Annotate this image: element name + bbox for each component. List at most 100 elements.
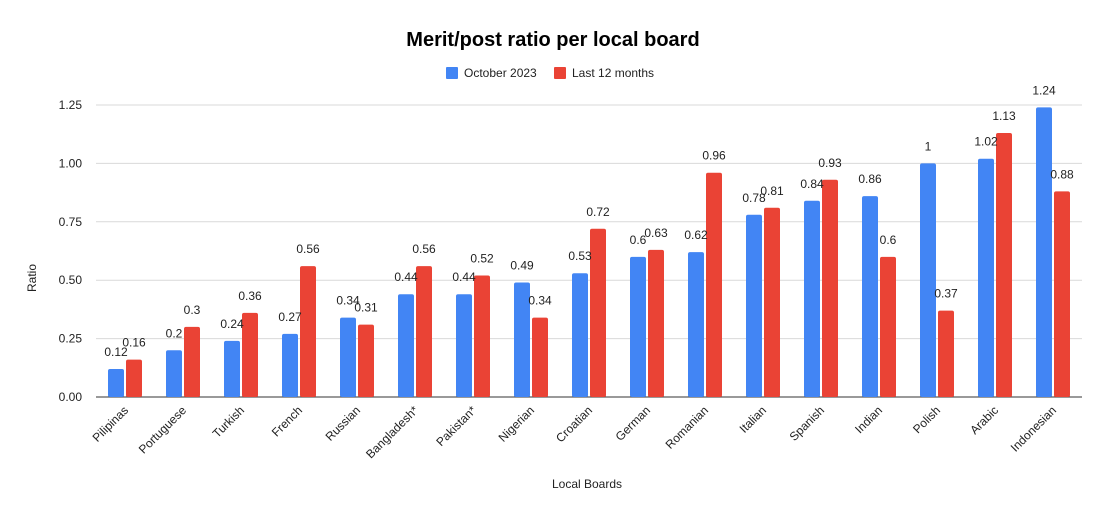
x-tick-label: Pilipinas (90, 403, 132, 445)
x-tick-label: Nigerian (496, 403, 538, 445)
data-label: 0.81 (760, 184, 784, 198)
legend-swatch (446, 67, 458, 79)
bar (242, 312, 258, 397)
bar (126, 359, 142, 397)
data-label: 0.86 (858, 172, 882, 186)
bar (184, 326, 200, 397)
data-label: 0.16 (122, 336, 146, 350)
data-label: 0.49 (510, 259, 534, 273)
gridlines (96, 104, 1082, 398)
x-tick-label: Russian (323, 403, 364, 444)
data-label: 0.27 (278, 310, 302, 324)
x-tick-label: Portuguese (136, 403, 190, 457)
data-label: 0.88 (1050, 167, 1074, 181)
bar (630, 256, 646, 397)
data-label: 0.37 (934, 287, 958, 301)
x-tick-label: Pakistan* (433, 403, 479, 449)
legend-label: October 2023 (464, 66, 537, 80)
bar (456, 294, 472, 397)
bar (648, 249, 664, 397)
bar (532, 317, 548, 397)
legend: October 2023 Last 12 months (446, 66, 654, 80)
x-tick-label: Croatian (553, 403, 595, 445)
y-axis-title: Ratio (25, 264, 39, 292)
bar (590, 228, 606, 397)
x-axis-ticks: Pilipinas Portuguese Turkish French Russian B… (90, 403, 1060, 461)
y-axis-ticks: 0.00 0.25 0.50 0.75 1.00 1.25 (59, 98, 83, 404)
bar (804, 200, 820, 397)
data-labels: 0.120.20.240.270.340.44 0.440.490.530.6 0.… (104, 83, 1074, 359)
y-tick-label: 0.00 (59, 390, 83, 404)
bar (978, 158, 994, 397)
y-tick-label: 1.25 (59, 98, 83, 112)
bar (688, 252, 704, 397)
data-label: 0.63 (644, 226, 668, 240)
x-tick-label: Italian (737, 403, 770, 436)
x-tick-label: Arabic (967, 403, 1001, 437)
x-tick-label: Romanian (663, 403, 712, 452)
data-label: 0.78 (742, 191, 766, 205)
data-label: 0.6 (880, 233, 897, 247)
y-tick-label: 0.50 (59, 273, 83, 287)
bar (1054, 191, 1070, 397)
bar (474, 275, 490, 397)
x-tick-label: Indonesian (1008, 403, 1059, 454)
data-label: 0.36 (238, 289, 262, 303)
bar (108, 368, 124, 397)
bar (862, 196, 878, 397)
bar (300, 266, 316, 397)
bar (224, 340, 240, 397)
data-label: 0.93 (818, 156, 842, 170)
bar (1036, 107, 1052, 397)
y-tick-label: 1.00 (59, 156, 83, 170)
data-label: 0.34 (528, 294, 552, 308)
y-tick-label: 0.25 (59, 332, 83, 346)
x-tick-label: German (613, 403, 654, 444)
legend-swatch (554, 67, 566, 79)
bar (398, 294, 414, 397)
bar (572, 273, 588, 397)
data-label: 0.31 (354, 301, 378, 315)
y-tick-label: 0.75 (59, 215, 83, 229)
bar (920, 163, 936, 397)
x-axis-title: Local Boards (552, 477, 622, 491)
data-label: 0.62 (684, 228, 708, 242)
x-tick-label: Bangladesh* (363, 403, 421, 461)
data-label: 0.53 (568, 249, 592, 263)
data-label: 0.96 (702, 149, 726, 163)
data-label: 0.44 (394, 270, 418, 284)
bar (822, 179, 838, 397)
data-label: 1.13 (992, 109, 1016, 123)
bar (358, 324, 374, 397)
bar (746, 214, 762, 397)
x-tick-label: French (269, 403, 305, 439)
bar (880, 256, 896, 397)
data-label: 0.52 (470, 252, 494, 266)
bar (938, 310, 954, 397)
data-label: 1.02 (974, 135, 998, 149)
data-label: 0.3 (184, 303, 201, 317)
bar (416, 266, 432, 397)
bar (764, 207, 780, 397)
data-label: 0.44 (452, 270, 476, 284)
data-label: 0.12 (104, 345, 128, 359)
x-tick-label: Polish (910, 403, 943, 436)
data-label: 0.56 (412, 242, 436, 256)
data-label: 1 (925, 139, 932, 153)
bar (706, 172, 722, 397)
data-label: 0.56 (296, 242, 320, 256)
bars (108, 107, 1070, 398)
data-label: 0.72 (586, 205, 610, 219)
bar (996, 133, 1012, 398)
data-label: 0.6 (630, 233, 647, 247)
bar (340, 317, 356, 397)
bar (514, 282, 530, 397)
x-tick-label: Turkish (210, 403, 247, 440)
bar (282, 333, 298, 397)
x-tick-label: Spanish (787, 403, 828, 444)
chart-title: Merit/post ratio per local board (406, 29, 699, 51)
data-label: 0.24 (220, 317, 244, 331)
data-label: 0.34 (336, 294, 360, 308)
data-label: 1.24 (1032, 83, 1056, 97)
